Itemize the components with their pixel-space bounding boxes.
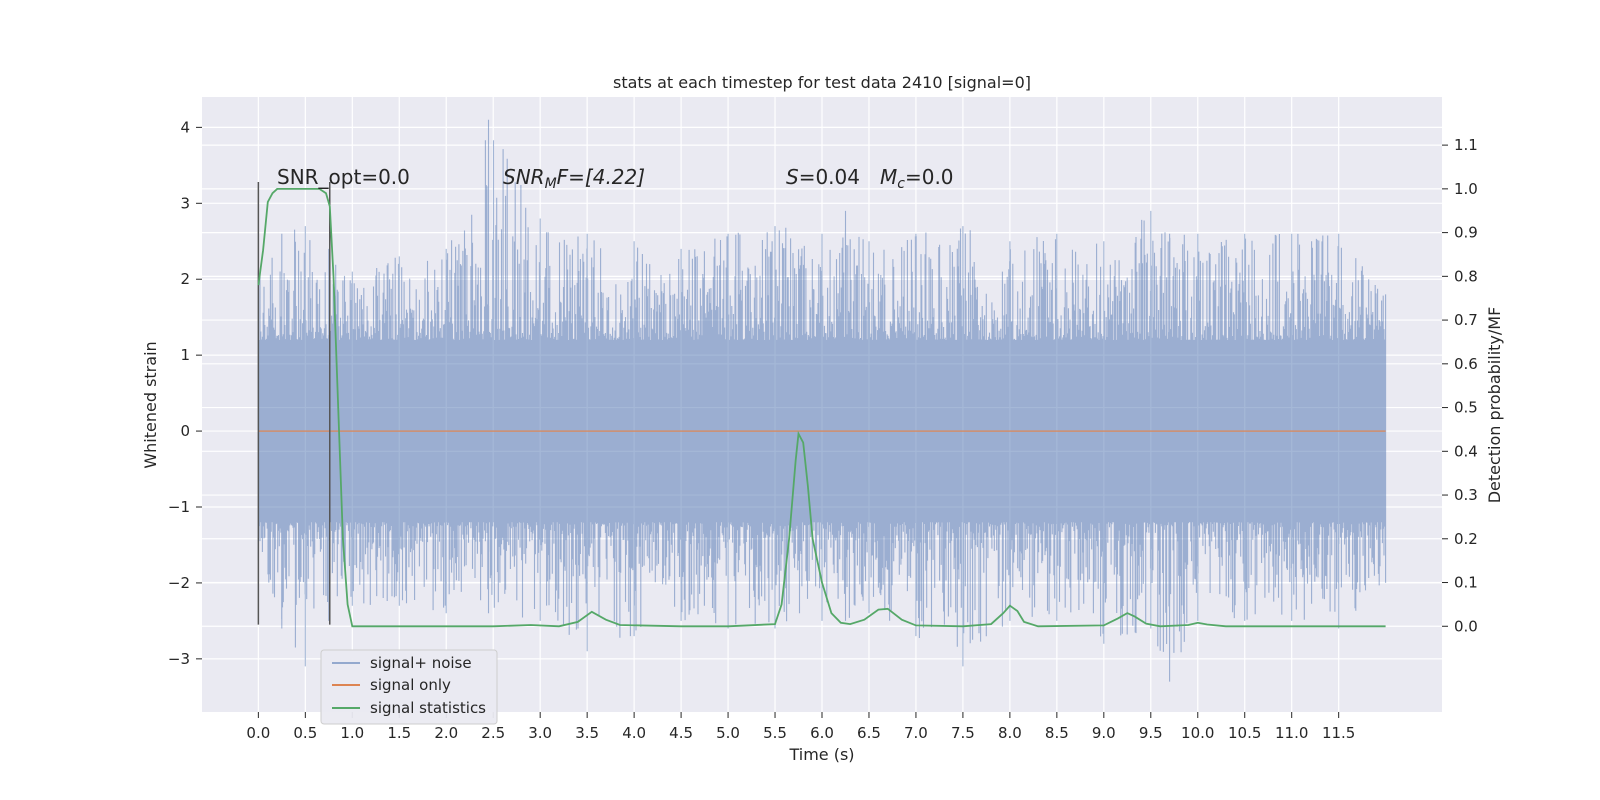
right-y-tick-label-0: 0.0 — [1454, 617, 1478, 635]
legend: signal+ noise signal only signal statist… — [320, 649, 498, 725]
annotation-snr-mf: SNRMF=[4.22] — [503, 165, 645, 192]
x-tick-label-6: 3.0 — [528, 724, 552, 742]
right-y-tick-label-1: 0.1 — [1454, 574, 1478, 592]
right-y-axis-ticks: 0.0 0.1 0.2 0.3 0.4 0.5 0.6 0.7 0.8 0.9 1.0 1.1 — [1442, 136, 1478, 635]
x-tick-label-18: 9.0 — [1092, 724, 1116, 742]
x-axis-label: Time (s) — [788, 745, 854, 764]
right-y-tick-label-3: 0.3 — [1454, 486, 1478, 504]
x-tick-label-19: 9.5 — [1139, 724, 1163, 742]
x-tick-label-17: 8.5 — [1045, 724, 1069, 742]
legend-label-signal-only: signal only — [370, 676, 451, 694]
x-tick-label-5: 2.5 — [481, 724, 505, 742]
right-y-axis-label: Detection probability/MF — [1485, 307, 1504, 504]
x-tick-label-23: 11.5 — [1322, 724, 1355, 742]
right-y-tick-label-2: 0.2 — [1454, 530, 1478, 548]
annotation-snr-mf-symbol: SNR — [503, 165, 545, 189]
x-tick-label-21: 10.5 — [1228, 724, 1261, 742]
annotation-snr-opt: SNR_opt=0.0 — [277, 165, 410, 189]
x-tick-label-7: 3.5 — [575, 724, 599, 742]
left-y-tick-label-2: −1 — [168, 498, 190, 516]
x-axis-ticks: 0.0 0.5 1.0 1.5 2.0 2.5 3.0 3.5 4.0 4.5 5.0 5.5 6.0 6… — [246, 712, 1355, 742]
x-tick-label-20: 10.0 — [1181, 724, 1214, 742]
right-y-tick-label-8: 0.8 — [1454, 267, 1478, 285]
marker-vlines — [257, 182, 331, 625]
right-y-tick-label-5: 0.5 — [1454, 399, 1478, 417]
annotation-s-value: =0.04 — [799, 165, 860, 189]
annotation-mc-value: =0.0 — [905, 165, 954, 189]
series-signal-statistics — [257, 187, 1386, 628]
legend-label-signal-statistics: signal statistics — [370, 699, 486, 717]
x-tick-label-22: 11.0 — [1275, 724, 1308, 742]
x-tick-label-15: 7.5 — [951, 724, 975, 742]
x-tick-label-4: 2.0 — [434, 724, 458, 742]
x-tick-label-2: 1.0 — [340, 724, 364, 742]
x-tick-label-16: 8.0 — [998, 724, 1022, 742]
right-y-tick-label-4: 0.4 — [1454, 442, 1478, 460]
right-y-tick-label-10: 1.0 — [1454, 180, 1478, 198]
left-y-tick-label-0: −3 — [168, 650, 190, 668]
x-tick-label-11: 5.5 — [763, 724, 787, 742]
left-y-tick-label-4: 1 — [180, 346, 190, 364]
x-tick-label-9: 4.5 — [669, 724, 693, 742]
annotation-s: S=0.04 — [786, 165, 860, 189]
signal-statistics-line — [257, 187, 1386, 628]
legend-label-signal-plus-noise: signal+ noise — [370, 654, 472, 672]
left-y-axis-ticks: −3 −2 −1 0 1 2 3 4 — [168, 118, 202, 668]
x-tick-label-10: 5.0 — [716, 724, 740, 742]
x-tick-label-14: 7.0 — [904, 724, 928, 742]
annotation-snr-mf-subscript: M — [545, 176, 557, 192]
left-y-tick-label-3: 0 — [180, 422, 190, 440]
annotation-mc-symbol: M — [880, 165, 897, 189]
x-tick-label-1: 0.5 — [293, 724, 317, 742]
left-y-tick-label-5: 2 — [180, 270, 190, 288]
annotation-mc: Mc=0.0 — [880, 165, 954, 192]
x-tick-label-3: 1.5 — [387, 724, 411, 742]
x-tick-label-12: 6.0 — [810, 724, 834, 742]
annotation-s-symbol: S — [786, 165, 799, 189]
left-y-tick-label-1: −2 — [168, 574, 190, 592]
annotation-snr-mf-value: F=[4.22] — [557, 165, 645, 189]
x-tick-label-8: 4.0 — [622, 724, 646, 742]
chart-title: stats at each timestep for test data 241… — [613, 73, 1031, 92]
left-y-tick-label-7: 4 — [180, 118, 190, 136]
left-y-axis-label: Whitened strain — [141, 341, 160, 468]
right-y-tick-label-9: 0.9 — [1454, 224, 1478, 242]
right-y-tick-label-6: 0.6 — [1454, 355, 1478, 373]
annotation-mc-subscript: c — [897, 176, 905, 192]
x-tick-label-0: 0.0 — [246, 724, 270, 742]
left-y-tick-label-6: 3 — [180, 194, 190, 212]
right-y-tick-label-7: 0.7 — [1454, 311, 1478, 329]
x-tick-label-13: 6.5 — [857, 724, 881, 742]
right-y-tick-label-11: 1.1 — [1454, 136, 1478, 154]
legend-box — [320, 649, 498, 725]
